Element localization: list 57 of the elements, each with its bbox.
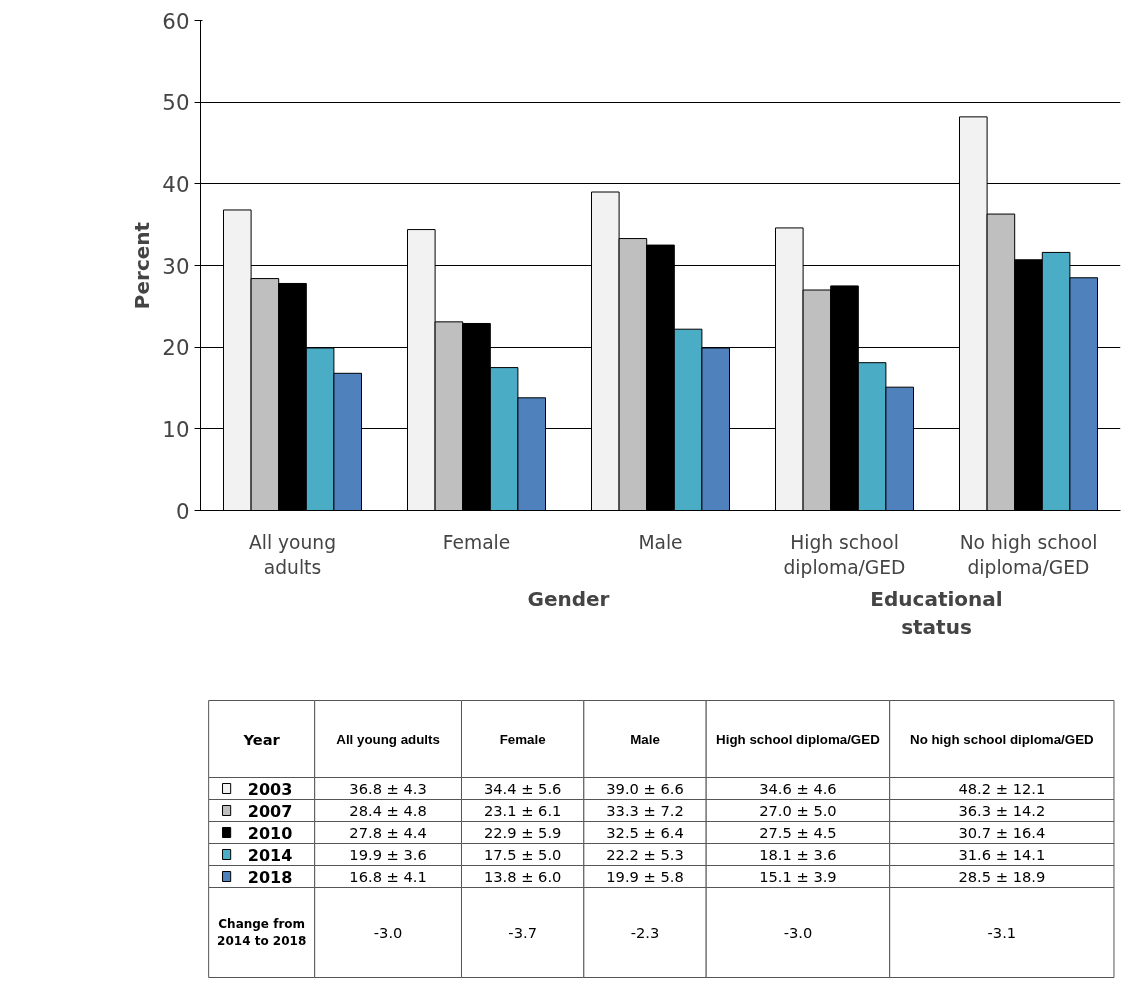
text: 13.8 ± 6.0 xyxy=(483,868,562,885)
y-tick-label: 30 xyxy=(162,253,190,279)
text: -3.1 xyxy=(987,923,1017,941)
text: 22.9 ± 5.9 xyxy=(483,824,562,841)
x-tick-label: No high school diploma/GED xyxy=(959,531,1098,578)
legend-label: 2014 xyxy=(247,845,293,865)
legend-label: 2003 xyxy=(247,779,293,799)
text: Educational status xyxy=(870,586,1003,640)
y-tick-label: 10 xyxy=(162,416,190,442)
text: 19.9 ± 5.8 xyxy=(606,868,684,885)
text: -3.7 xyxy=(508,923,537,941)
x-tick-label: All young adults xyxy=(249,531,337,578)
text: 17.5 ± 5.0 xyxy=(483,846,562,863)
text: 34.6 ± 4.6 xyxy=(759,780,837,797)
y-tick-label: 20 xyxy=(162,335,190,361)
x-tick-label: Male xyxy=(638,531,683,553)
text: Change from 2014 to 2018 xyxy=(217,917,307,948)
text: 16.8 ± 4.1 xyxy=(349,868,427,885)
text: 15.1 ± 3.9 xyxy=(759,868,837,885)
text: 33.3 ± 7.2 xyxy=(606,802,684,819)
text: 32.5 ± 6.4 xyxy=(606,824,684,841)
text: 27.0 ± 5.0 xyxy=(759,802,837,819)
x-tick-label: High school diploma/GED xyxy=(783,531,906,578)
category-label: All young adults xyxy=(336,731,440,747)
legend-label: 2010 xyxy=(247,823,293,843)
y-tick-label: 40 xyxy=(162,171,190,197)
text: 48.2 ± 12.1 xyxy=(958,780,1046,797)
y-tick-label: 0 xyxy=(175,498,190,524)
text: -2.3 xyxy=(630,923,660,941)
text: 27.5 ± 4.5 xyxy=(759,824,837,841)
text: 28.4 ± 4.8 xyxy=(349,802,427,819)
category-label: Female xyxy=(499,731,546,747)
y-axis-title: Percent xyxy=(130,221,155,310)
category-label: Male xyxy=(630,731,660,747)
text: 22.2 ± 5.3 xyxy=(606,846,684,863)
x-tick-label: Female xyxy=(442,531,511,553)
text: Year xyxy=(242,730,281,748)
text: 19.9 ± 3.6 xyxy=(349,846,427,863)
text: -3.0 xyxy=(373,923,403,941)
text: -3.0 xyxy=(783,923,813,941)
text: 27.8 ± 4.4 xyxy=(349,824,427,841)
text: 28.5 ± 18.9 xyxy=(958,868,1046,885)
text: 34.4 ± 5.6 xyxy=(483,780,562,797)
text: 23.1 ± 6.1 xyxy=(483,802,562,819)
y-tick-label: 50 xyxy=(162,90,190,116)
text: 39.0 ± 6.6 xyxy=(606,780,684,797)
text: 31.6 ± 14.1 xyxy=(958,846,1046,863)
text: Gender xyxy=(527,586,610,611)
text: 36.3 ± 14.2 xyxy=(958,802,1046,819)
category-label: High school diploma/GED xyxy=(716,731,880,747)
category-label: No high school diploma/GED xyxy=(910,731,1094,747)
legend-label: 2007 xyxy=(247,801,293,821)
legend-label: 2018 xyxy=(247,867,293,887)
text: 30.7 ± 16.4 xyxy=(958,824,1046,841)
text: 36.8 ± 4.3 xyxy=(349,780,427,797)
y-tick-label: 60 xyxy=(162,8,190,34)
text: 18.1 ± 3.6 xyxy=(759,846,837,863)
